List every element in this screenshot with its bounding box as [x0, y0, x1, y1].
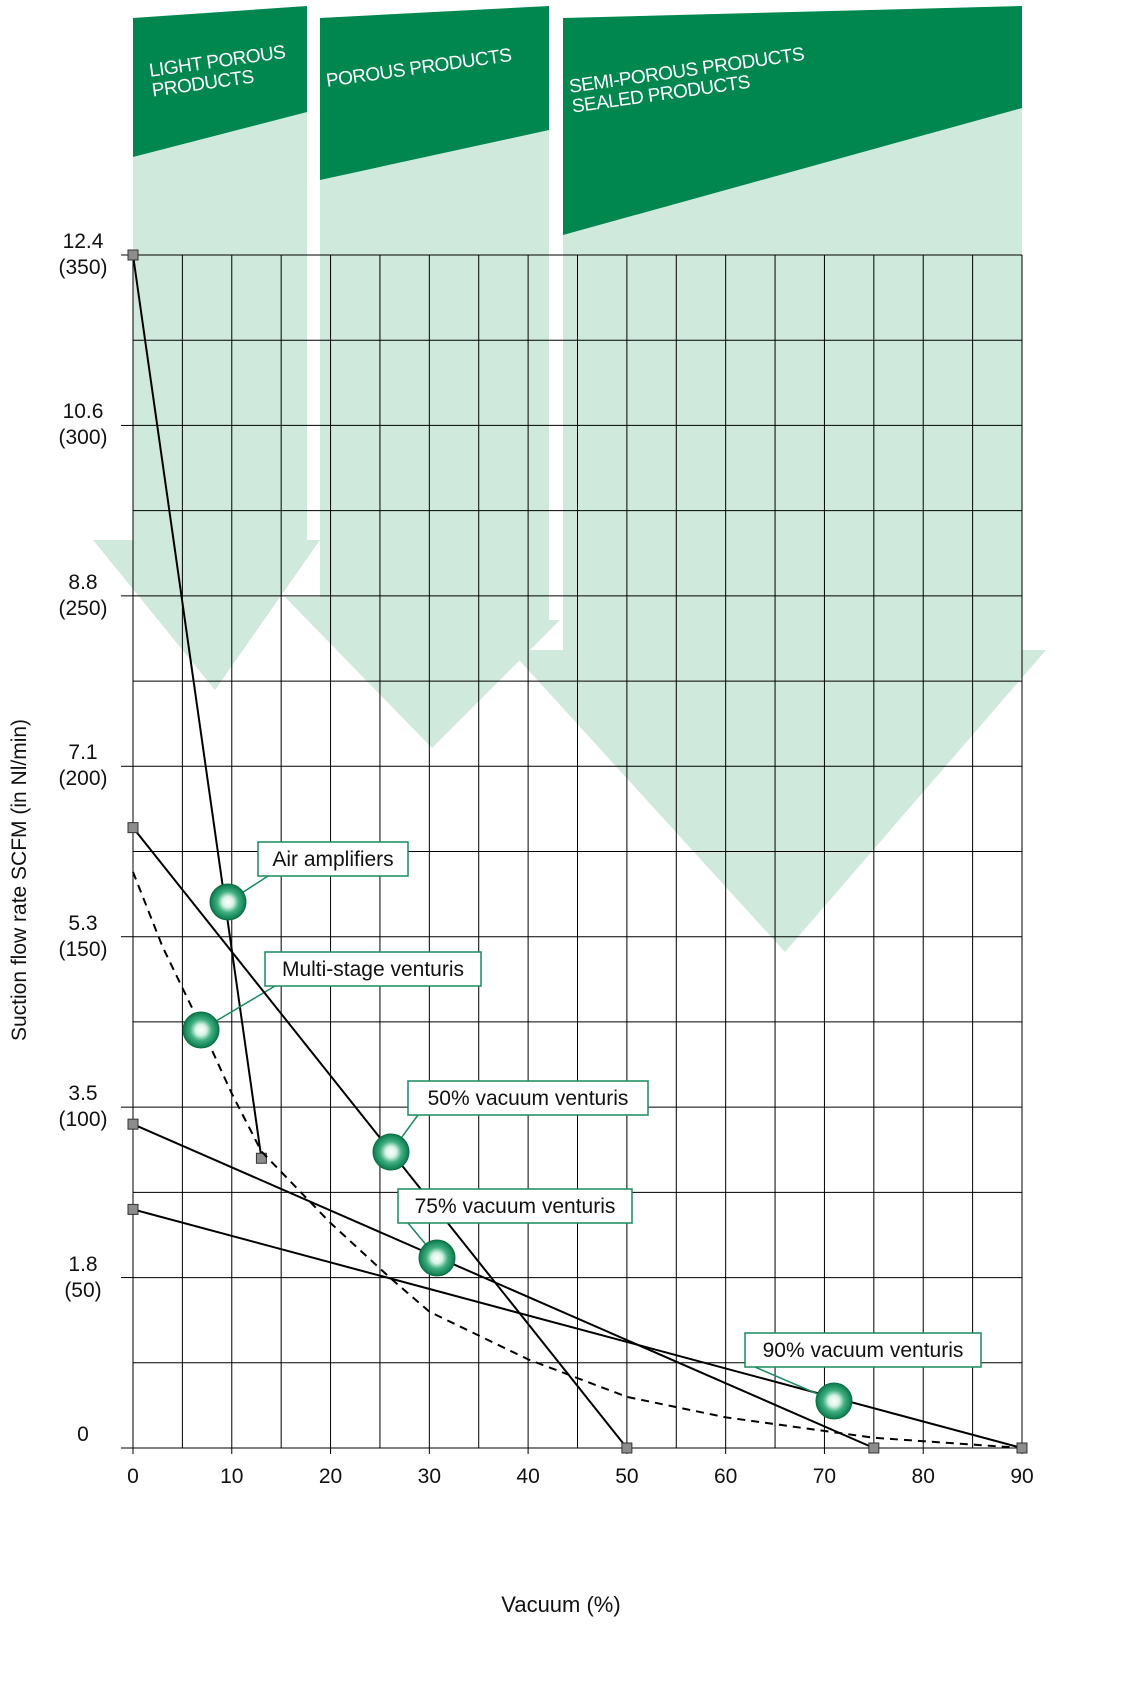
legend-box [407, 1080, 649, 1116]
y-tick-label: 12.4 (350) [58, 230, 108, 279]
series-line [132, 1123, 875, 1449]
callout-bubble [209, 883, 247, 921]
y-tick-label: 0 [77, 1423, 89, 1446]
callout-bubble [815, 1382, 853, 1420]
x-tick-label: 50 [615, 1465, 638, 1488]
legend-label: 75% vacuum venturis [415, 1195, 616, 1218]
x-tick-label: 30 [418, 1465, 441, 1488]
legend-label: 90% vacuum venturis [763, 1339, 964, 1362]
series-line [132, 1208, 1023, 1449]
legend-box [264, 951, 482, 987]
zone-header [320, 6, 549, 180]
x-tick-label: 10 [220, 1465, 243, 1488]
y-tick-label: 8.8 (250) [58, 570, 108, 620]
zone-arrow [93, 100, 320, 690]
x-axis-label: Vacuum (%) [501, 1592, 620, 1617]
zone-header [133, 6, 307, 157]
y-tick-label: 5.3 (150) [58, 911, 108, 961]
point-marker [127, 1118, 139, 1130]
y-tick-label: 3.5 (100) [58, 1082, 108, 1132]
y-tick-label: 10.6 (300) [58, 400, 108, 450]
y-tick-label: 1.8 (50) [64, 1252, 102, 1302]
x-tick-label: 0 [127, 1465, 139, 1488]
legend-box [257, 841, 409, 877]
callout-bubble [418, 1239, 456, 1277]
point-marker [127, 822, 139, 834]
plot: Air amplifiers Multi-stage venturis 50% va… [127, 249, 1028, 1454]
legend-box [744, 1332, 982, 1368]
point-marker [127, 1203, 139, 1215]
y-axis-label: Suction flow rate SCFM (in Nl/min) [8, 719, 31, 1041]
x-tick-label: 80 [912, 1465, 935, 1488]
x-tick-label: 20 [319, 1465, 342, 1488]
legend-label: Multi-stage venturis [282, 958, 464, 981]
callout-bubble [182, 1011, 220, 1049]
x-tick-label: 70 [813, 1465, 836, 1488]
x-tick-label: 90 [1010, 1465, 1033, 1488]
point-marker [255, 1152, 267, 1164]
x-tick-label: 40 [516, 1465, 539, 1488]
legend-label: 50% vacuum venturis [428, 1087, 629, 1110]
legend-box [397, 1188, 633, 1224]
x-tick-label: 60 [714, 1465, 737, 1488]
zone-arrow [285, 130, 560, 748]
point-marker [127, 249, 139, 261]
point-marker [868, 1442, 880, 1454]
zone-background [93, 6, 1046, 952]
y-tick-label: 7.1 (200) [58, 741, 108, 791]
zone-header [563, 6, 1022, 235]
zone-arrow [510, 105, 1046, 952]
callout-bubble [372, 1133, 410, 1171]
point-marker [621, 1442, 633, 1454]
series-line [132, 254, 263, 1159]
legend-label: Air amplifiers [272, 848, 393, 871]
point-marker [1016, 1442, 1028, 1454]
